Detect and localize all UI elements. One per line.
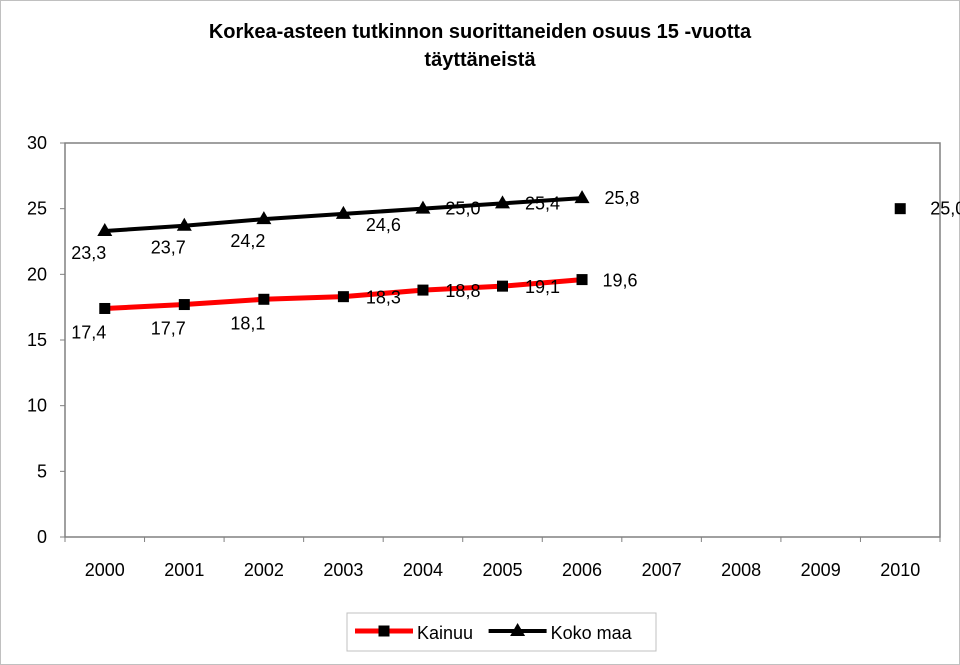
data-point xyxy=(178,299,190,311)
data-label: 17,4 xyxy=(71,322,106,342)
data-label: 19,1 xyxy=(525,277,560,297)
y-tick-labels: 0 5 10 15 20 25 30 xyxy=(27,133,47,547)
legend-marker xyxy=(378,625,390,637)
data-point xyxy=(335,205,351,219)
legend-label: Koko maa xyxy=(551,623,633,643)
series-markers xyxy=(97,190,906,314)
x-tick-label: 2010 xyxy=(880,560,920,580)
x-tick-label: 2007 xyxy=(642,560,682,580)
y-tick-label: 20 xyxy=(27,264,47,284)
x-tick-label: 2008 xyxy=(721,560,761,580)
data-point xyxy=(258,293,270,305)
x-tick-label: 2002 xyxy=(244,560,284,580)
data-point xyxy=(497,280,508,292)
data-label: 19,6 xyxy=(603,271,638,291)
x-tick-label: 2004 xyxy=(403,560,443,580)
data-point xyxy=(415,200,431,214)
chart-subtitle: täyttäneistä xyxy=(424,49,536,71)
chart-title-block: Korkea-asteen tutkinnon suorittaneiden o… xyxy=(0,18,960,74)
legend-marker xyxy=(510,623,526,636)
data-labels: 17,4 17,7 18,1 18,3 18,8 19,1 19,6 23,3 23,7 24,2… xyxy=(71,188,960,342)
y-tick-label: 15 xyxy=(27,330,47,350)
legend: Kainuu Koko maa xyxy=(346,612,657,652)
x-tick-label: 2005 xyxy=(482,560,522,580)
data-label: 23,3 xyxy=(71,243,106,263)
data-label: 25,0 xyxy=(445,199,480,219)
data-point xyxy=(256,211,272,225)
x-tick-label: 2001 xyxy=(164,560,204,580)
data-label: 18,8 xyxy=(445,281,480,301)
x-tick-label: 2009 xyxy=(801,560,841,580)
data-label: 24,6 xyxy=(366,215,401,235)
data-point xyxy=(576,274,588,286)
data-point xyxy=(97,222,113,236)
data-point xyxy=(574,190,590,204)
data-label: 25,0 xyxy=(930,199,960,219)
data-label: 25,8 xyxy=(605,188,640,208)
y-tick-label: 5 xyxy=(37,461,47,481)
x-tick-label: 2003 xyxy=(323,560,363,580)
data-point xyxy=(417,284,429,296)
data-label: 25,4 xyxy=(525,193,560,213)
data-label: 17,7 xyxy=(151,319,186,339)
data-point xyxy=(99,302,111,314)
y-tick-label: 25 xyxy=(27,199,47,219)
data-label: 24,2 xyxy=(230,231,265,251)
y-tick-label: 30 xyxy=(27,133,47,153)
y-tick-label: 0 xyxy=(37,527,47,547)
data-point xyxy=(894,203,906,215)
legend-label: Kainuu xyxy=(417,623,473,643)
data-point xyxy=(495,195,510,209)
x-tick-labels: 2000 2001 2002 2003 2004 2005 2006 2007 2008 2009… xyxy=(85,560,921,580)
data-label: 18,3 xyxy=(366,288,401,308)
x-tick-label: 2000 xyxy=(85,560,125,580)
data-label: 18,1 xyxy=(230,313,265,333)
data-point xyxy=(337,291,349,303)
x-tick-label: 2006 xyxy=(562,560,602,580)
axes xyxy=(60,142,941,542)
chart-title: Korkea-asteen tutkinnon suorittaneiden o… xyxy=(208,21,752,43)
y-tick-label: 10 xyxy=(27,396,47,416)
data-label: 23,7 xyxy=(151,238,186,258)
data-point xyxy=(176,217,192,231)
